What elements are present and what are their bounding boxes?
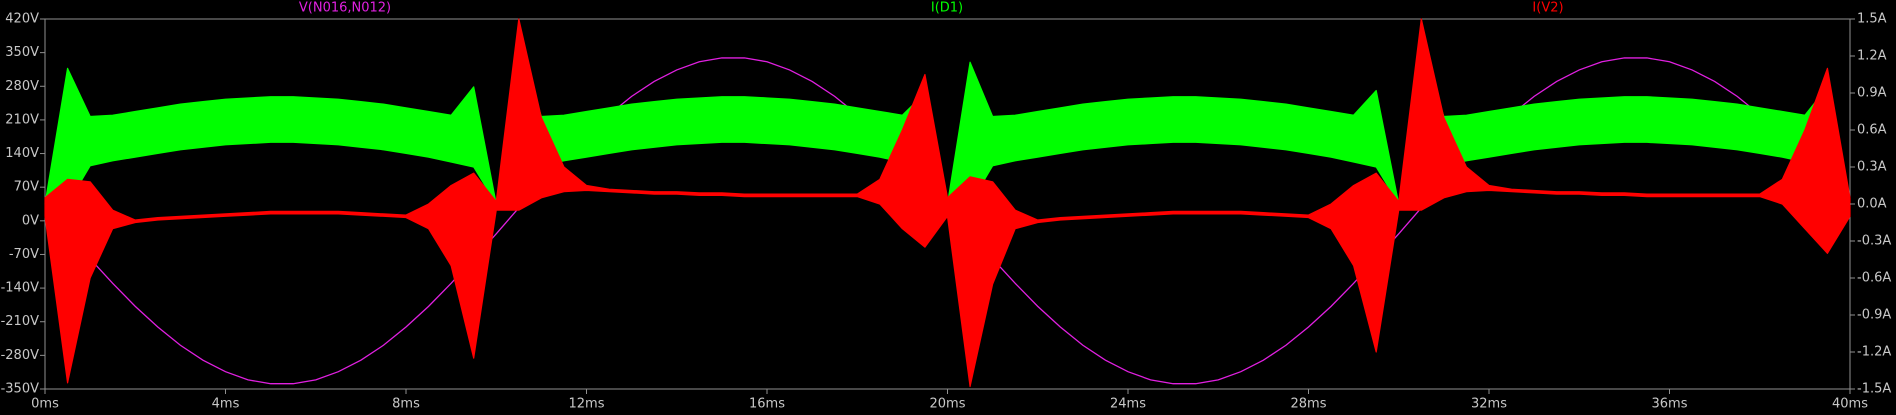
y2-tick-label: -1.5A bbox=[1857, 382, 1891, 397]
x-tick-label: 4ms bbox=[212, 397, 240, 412]
y2-tick-label: 0.3A bbox=[1857, 160, 1887, 175]
y-tick-label: 0V bbox=[22, 213, 39, 228]
y2-tick-label: 1.5A bbox=[1857, 12, 1887, 27]
x-tick-label: 32ms bbox=[1471, 397, 1507, 412]
trace-band bbox=[44, 18, 1851, 388]
y-tick-label: 350V bbox=[5, 45, 39, 60]
y2-tick-label: 0.9A bbox=[1857, 86, 1887, 101]
x-tick-label: 36ms bbox=[1652, 397, 1688, 412]
y-tick-label: 70V bbox=[14, 180, 40, 195]
y-tick-label: -210V bbox=[1, 314, 40, 329]
y2-tick-label: 1.2A bbox=[1857, 49, 1887, 64]
y2-tick-label: -0.3A bbox=[1857, 234, 1891, 249]
trace-band bbox=[44, 49, 1851, 205]
x-tick-label: 40ms bbox=[1832, 397, 1868, 412]
x-tick-label: 0ms bbox=[31, 397, 59, 412]
x-tick-label: 12ms bbox=[569, 397, 605, 412]
x-tick-label: 16ms bbox=[749, 397, 785, 412]
y2-tick-label: 0.6A bbox=[1857, 123, 1887, 138]
y-tick-label: 210V bbox=[5, 112, 39, 127]
y2-tick-label: -0.6A bbox=[1857, 271, 1891, 286]
trace-name: I(V2) bbox=[1532, 1, 1563, 16]
y-tick-label: 140V bbox=[5, 146, 39, 161]
x-tick-label: 28ms bbox=[1291, 397, 1327, 412]
y-tick-label: -140V bbox=[1, 281, 40, 296]
y2-tick-label: -1.2A bbox=[1857, 345, 1891, 360]
y-tick-label: 280V bbox=[5, 79, 39, 94]
trace-name: I(D1) bbox=[931, 1, 963, 16]
y2-tick-label: 0.0A bbox=[1857, 197, 1887, 212]
y-tick-label: 420V bbox=[5, 12, 39, 27]
x-tick-label: 8ms bbox=[392, 397, 420, 412]
y-tick-label: -280V bbox=[1, 348, 40, 363]
trace-name: V(N016,N012) bbox=[299, 1, 391, 16]
y2-tick-label: -0.9A bbox=[1857, 308, 1891, 323]
y-tick-label: -350V bbox=[1, 382, 40, 397]
y-tick-label: -70V bbox=[9, 247, 39, 262]
traces bbox=[44, 18, 1851, 388]
x-tick-label: 20ms bbox=[930, 397, 966, 412]
x-tick-label: 24ms bbox=[1110, 397, 1146, 412]
